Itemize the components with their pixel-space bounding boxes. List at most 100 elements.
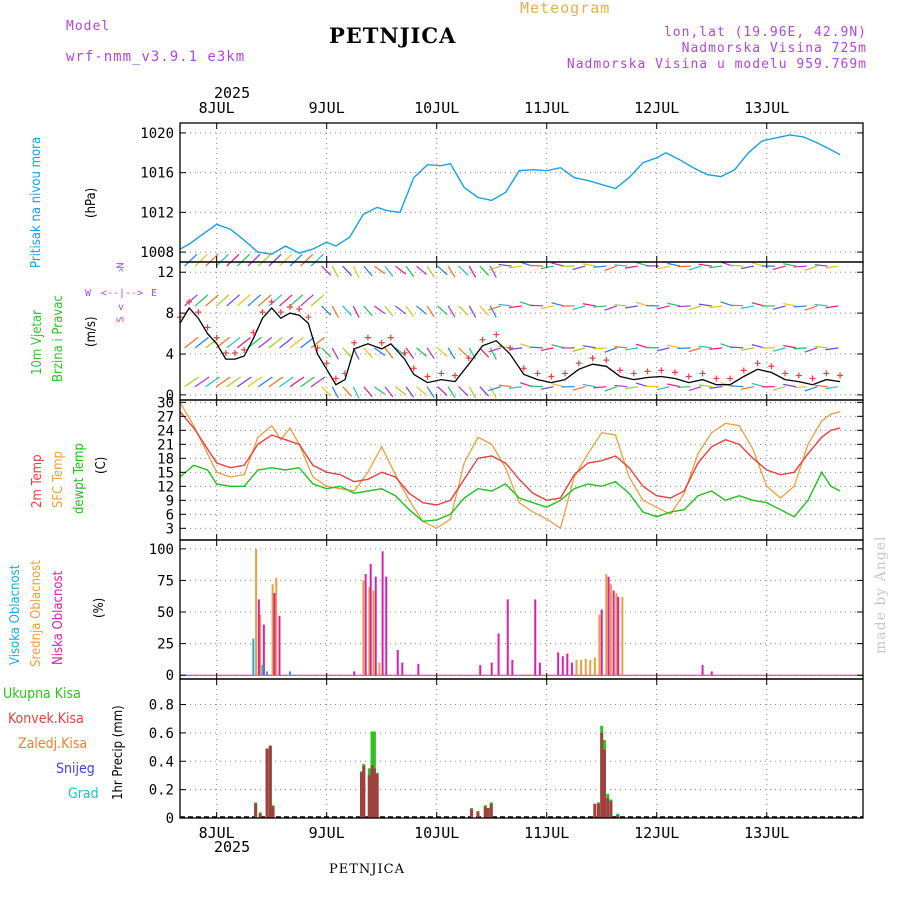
bar-konvek-kisa: [602, 749, 606, 818]
bar-niska-oblacnost: [612, 590, 615, 676]
wind-barb: [342, 347, 352, 358]
wind-gust-marker: [562, 370, 569, 377]
wind-barb: [374, 265, 386, 275]
wind-barb: [614, 384, 628, 388]
bar-niska-oblacnost: [396, 649, 399, 676]
wind-barb: [488, 347, 502, 353]
wind-barb: [540, 347, 554, 352]
wind-barb: [498, 263, 512, 267]
year-bottom: 2025: [214, 838, 251, 856]
wind-barb: [508, 386, 523, 389]
wind-barb: [352, 386, 360, 399]
wind-gust-marker: [644, 368, 651, 375]
bar-niska-oblacnost: [401, 662, 404, 676]
wind-gust-marker: [520, 365, 527, 372]
wind-barb: [825, 305, 839, 309]
wind-barb: [300, 376, 315, 388]
day-label-bottom: 10JUL: [414, 824, 459, 842]
y-tick-label: 0: [166, 811, 174, 827]
wind-barb: [268, 253, 282, 267]
wind-barb: [488, 305, 502, 311]
wind-barb: [593, 265, 607, 268]
day-label-bottom: 13JUL: [744, 824, 789, 842]
wind-gust-marker: [837, 372, 844, 379]
wind-gust-marker: [782, 370, 789, 377]
wind-barb: [804, 386, 818, 392]
wind-gust-marker: [232, 349, 239, 356]
wind-barb: [300, 294, 314, 307]
wind-barb: [508, 305, 523, 309]
wind-barb: [194, 336, 209, 349]
bar-konvek-kisa: [254, 803, 258, 818]
bar-niska-oblacnost: [511, 660, 514, 676]
wind-gust-marker: [314, 344, 321, 351]
y-tick-label: 18: [157, 451, 174, 467]
y-tick-label: 12: [157, 479, 174, 495]
wind-barb: [331, 265, 339, 278]
bar-niska-oblacnost: [353, 671, 356, 676]
y-tick-label: 75: [157, 573, 174, 589]
y-tick-label: 6: [166, 507, 174, 523]
wind-barb: [331, 347, 339, 360]
wind-barb: [793, 347, 807, 350]
panel-frame-cloud: [179, 539, 864, 680]
compass-e: E: [151, 288, 158, 299]
wind-barb: [215, 253, 229, 267]
bar-konvek-kisa: [593, 803, 597, 818]
wind-gust-marker: [479, 336, 486, 343]
bar-konvek-kisa: [372, 768, 376, 818]
wind-gust-marker: [287, 303, 294, 310]
wind-barb: [783, 263, 797, 267]
wind-barb: [551, 344, 565, 349]
bar-konvek-kisa: [258, 813, 262, 818]
wind-gust-marker: [222, 349, 229, 356]
bar-niska-oblacnost: [534, 599, 537, 676]
wind-barb: [530, 346, 544, 349]
bar-konvek-kisa: [616, 815, 620, 818]
wind-barb: [384, 265, 394, 277]
wind-gust-marker: [296, 306, 303, 313]
wind-barb: [582, 345, 596, 349]
wind-barb: [405, 305, 415, 317]
y-tick-label: 1016: [140, 166, 174, 182]
bar-niska-oblacnost: [374, 576, 377, 676]
wind-barb: [530, 264, 544, 267]
bar-konvek-kisa: [268, 745, 272, 818]
bar-niska-oblacnost: [710, 671, 713, 676]
wind-barb: [667, 344, 681, 349]
bar-niska-oblacnost: [257, 599, 260, 676]
legend-frz-rain: Zaledj.Kisa: [18, 736, 88, 752]
wind-barb: [205, 294, 219, 307]
day-label-bottom: 11JUL: [524, 824, 569, 842]
wind-barb: [793, 386, 807, 389]
wind-barb: [384, 347, 394, 359]
wind-gust-marker: [213, 334, 220, 341]
wind-gust-marker: [672, 369, 679, 376]
bar-niska-oblacnost: [385, 576, 388, 676]
wind-barb: [321, 305, 332, 316]
y-tick-label: 0: [166, 388, 174, 404]
day-label-top: 12JUL: [634, 99, 679, 117]
wind-barb: [677, 347, 691, 350]
wind-barb: [236, 294, 251, 307]
wind-barb: [289, 376, 305, 388]
wind-barb: [468, 305, 477, 318]
y-tick-label: 9: [166, 493, 174, 509]
wind-barb: [247, 294, 262, 307]
wind-barb: [582, 303, 596, 307]
wind-barb: [447, 386, 456, 399]
wind-gust-marker: [438, 370, 445, 377]
wind-barb: [437, 305, 448, 316]
wind-gust-marker: [323, 360, 330, 367]
wind-barb: [289, 253, 303, 267]
wind-barb: [656, 347, 670, 352]
wind-barb: [300, 336, 315, 349]
wind-barb: [489, 305, 497, 318]
wind-barb: [793, 305, 807, 308]
compass-arrows: <--|-->: [101, 288, 144, 299]
bar-niska-oblacnost: [701, 665, 704, 676]
y-tick-label: 0.6: [149, 726, 174, 742]
wind-barb: [604, 386, 618, 392]
y-tick-label: 27: [157, 409, 174, 425]
